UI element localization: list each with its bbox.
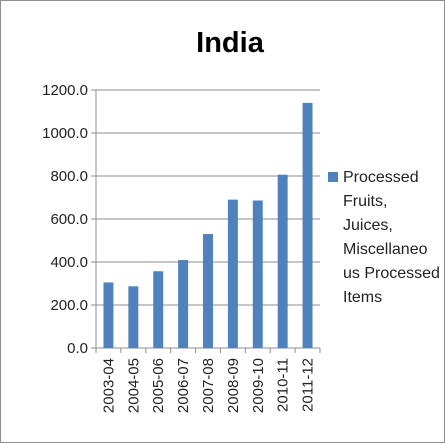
y-tick-label: 200.0 — [50, 297, 88, 314]
y-tick-label: 1200.0 — [42, 82, 88, 99]
bar — [203, 234, 213, 348]
y-tick-label: 800.0 — [50, 168, 88, 185]
legend-label: Processed Fruits, Juices, Miscellaneo us… — [343, 166, 445, 310]
legend-swatch — [328, 172, 338, 182]
y-tick-label: 600.0 — [50, 211, 88, 228]
y-tick-label: 1000.0 — [42, 125, 88, 142]
x-tick-label: 2003-04 — [100, 358, 117, 413]
bar — [302, 102, 313, 349]
chart-title: India — [196, 27, 264, 59]
bar — [277, 174, 288, 348]
legend-line: Processed — [343, 169, 419, 186]
legend-line: Fruits, — [343, 193, 388, 210]
x-tick-label: 2004-05 — [125, 358, 142, 413]
legend-line: Items — [343, 289, 383, 306]
x-tick-label: 2008-09 — [225, 358, 242, 413]
legend-line: Miscellaneo — [343, 241, 428, 258]
bar — [252, 200, 263, 348]
x-tick-label: 2006-07 — [175, 358, 192, 413]
x-tick-label: 2009-10 — [250, 358, 267, 413]
legend-line: us Processed — [343, 265, 440, 282]
y-tick-label: 0.0 — [67, 340, 88, 357]
y-tick-label: 400.0 — [50, 254, 88, 271]
bar — [128, 286, 139, 348]
x-tick-label: 2005-06 — [150, 358, 167, 413]
x-tick-label: 2010-11 — [275, 358, 292, 412]
bar — [103, 282, 114, 348]
bar — [178, 260, 189, 348]
x-tick-label: 2011-12 — [300, 358, 317, 412]
x-tick-label: 2007-08 — [200, 358, 217, 413]
bar — [227, 199, 238, 348]
bar — [153, 271, 164, 348]
legend-line: Juices, — [343, 217, 393, 234]
